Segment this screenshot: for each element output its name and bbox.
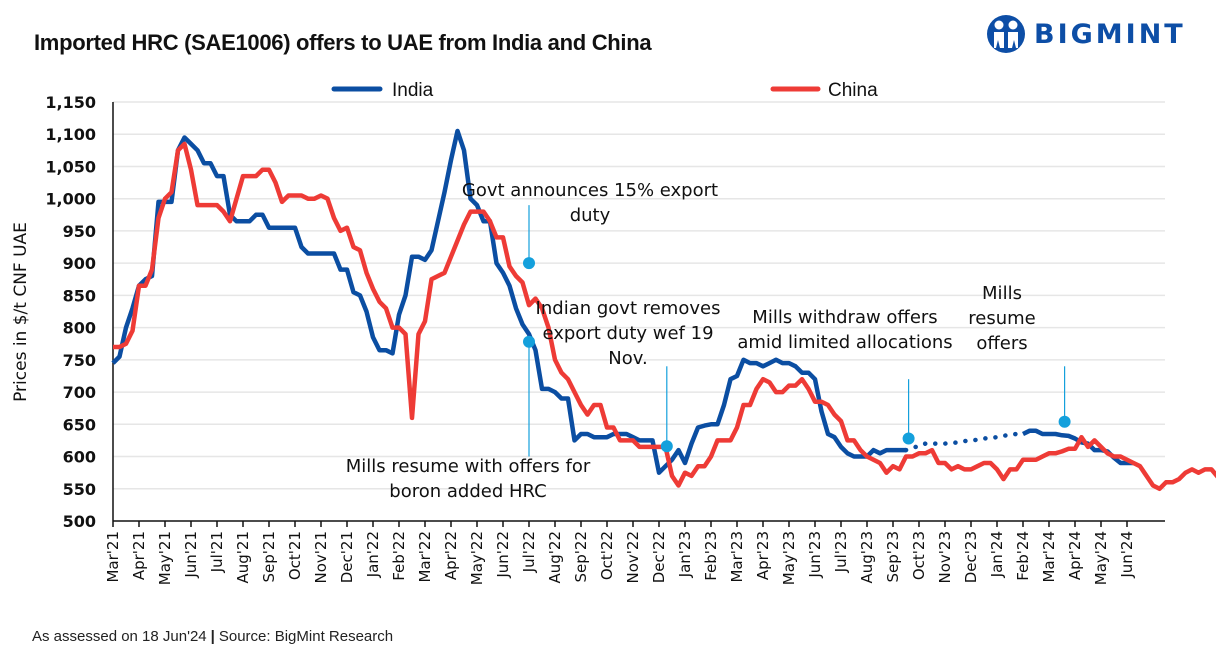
x-tick-label: Nov'21 [312,531,330,584]
y-tick-label: 500 [63,512,96,531]
annotation-text: Govt announces 15% export [462,180,718,201]
series-line-china [113,141,1216,492]
gridlines [113,101,1165,490]
x-tick-label: Aug'21 [234,531,252,584]
x-tick-label: May'21 [156,531,174,585]
annotation-text: Nov. [608,348,647,369]
x-tick-label: Jan'24 [988,531,1006,578]
annotation-text: Mills withdraw offers [752,307,937,328]
x-tick-label: Sep'21 [260,531,278,582]
annotation-marker [523,257,535,270]
x-tick-label: May'23 [780,531,798,585]
x-tick-label: Jan'23 [676,531,694,578]
x-tick-label: Apr'23 [754,531,772,580]
y-tick-label: 850 [63,286,96,305]
footer: As assessed on 18 Jun'24 | Source: BigMint… [32,628,393,645]
y-tick-label: 800 [63,319,96,338]
series-line-india [111,128,906,475]
y-tick-label: 900 [63,254,96,273]
x-tick-label: Feb'24 [1014,531,1032,581]
y-tick-label: 600 [63,448,96,467]
x-tick-label: Aug'22 [546,531,564,584]
x-tick-label: Nov'23 [936,531,954,584]
x-tick-label: Apr'22 [442,531,460,580]
x-tick-label: Oct'22 [598,531,616,580]
x-tick-label: May'24 [1092,531,1110,585]
logo-icon [987,15,1025,53]
annotation-text: resume [968,308,1035,329]
annotation-text: Mills resume with offers for [346,456,591,477]
x-axis-ticks: Mar'21 Apr'21 May'21 Jun'21 Jul'21 Aug'21 Sep'… [104,521,1136,585]
y-tick-label: 1,050 [45,157,96,176]
x-tick-label: Jul'23 [832,531,850,573]
y-axis-ticks: 500 550 600 650 700 750 800 850 900 950 1,000 1,050… [45,93,96,531]
x-tick-label: Sep'22 [572,531,590,582]
y-tick-label: 1,100 [45,125,96,144]
legend-label-india: India [392,80,434,101]
x-tick-label: Apr'24 [1066,531,1084,580]
annotation-text: offers [976,333,1027,354]
annotation-text: boron added HRC [389,481,546,502]
series-group [111,128,1216,492]
annotation-text: duty [570,205,611,226]
annotation-marker [523,335,535,348]
y-tick-label: 550 [63,480,96,499]
annotation-marker [902,432,915,445]
y-tick-label: 1,150 [45,93,96,112]
x-tick-label: Jul'22 [520,531,538,573]
x-tick-label: Mar'24 [1040,531,1058,583]
x-tick-label: Mar'22 [416,531,434,583]
x-tick-label: Mar'21 [104,531,122,583]
x-tick-label: Jun'21 [182,531,200,579]
logo-text: BIGMINT [1034,18,1186,50]
x-tick-label: Jan'22 [364,531,382,578]
x-tick-label: Oct'21 [286,531,304,580]
x-tick-label: Jul'21 [208,531,226,573]
x-tick-label: Dec'23 [962,531,980,583]
x-tick-label: Apr'21 [130,531,148,580]
x-tick-label: Feb'23 [702,531,720,581]
source-text: Source: BigMint Research [218,628,394,645]
annotation-text: Indian govt removes [536,298,721,319]
annotation-text: Mills [982,283,1022,304]
x-tick-label: Sep'23 [884,531,902,582]
legend-label-china: China [828,80,878,101]
footer-separator: | [210,628,215,645]
series-line-india-estimated [903,431,1026,453]
annotations-group: Govt announces 15% export duty Mills resum… [346,180,1071,502]
x-tick-label: Mar'23 [728,531,746,583]
y-tick-label: 750 [63,351,96,370]
y-tick-label: 1,000 [45,190,96,209]
x-tick-label: Dec'22 [650,531,668,583]
x-tick-label: Feb'22 [390,531,408,581]
y-tick-label: 950 [63,222,96,241]
assessed-date: As assessed on 18 Jun'24 [32,628,207,645]
x-tick-label: Aug'23 [858,531,876,584]
annotation-marker [1058,415,1071,428]
y-tick-label: 700 [63,383,96,402]
x-tick-label: Oct'23 [910,531,928,580]
x-tick-label: Dec'21 [338,531,356,583]
x-tick-label: Jun'24 [1118,531,1136,579]
y-axis-label: Prices in $/t CNF UAE [11,222,31,402]
x-tick-label: Nov'22 [624,531,642,584]
x-tick-label: Jun'23 [806,531,824,579]
x-tick-label: Jun'22 [494,531,512,579]
annotation-text: amid limited allocations [737,332,952,353]
annotation-text: export duty wef 19 [542,323,713,344]
bigmint-logo: BIGMINT [986,12,1186,56]
x-tick-label: May'22 [468,531,486,585]
chart-title: Imported HRC (SAE1006) offers to UAE fro… [34,30,652,55]
annotation-marker [660,440,673,453]
y-tick-label: 650 [63,415,96,434]
legend: India China [331,80,878,101]
